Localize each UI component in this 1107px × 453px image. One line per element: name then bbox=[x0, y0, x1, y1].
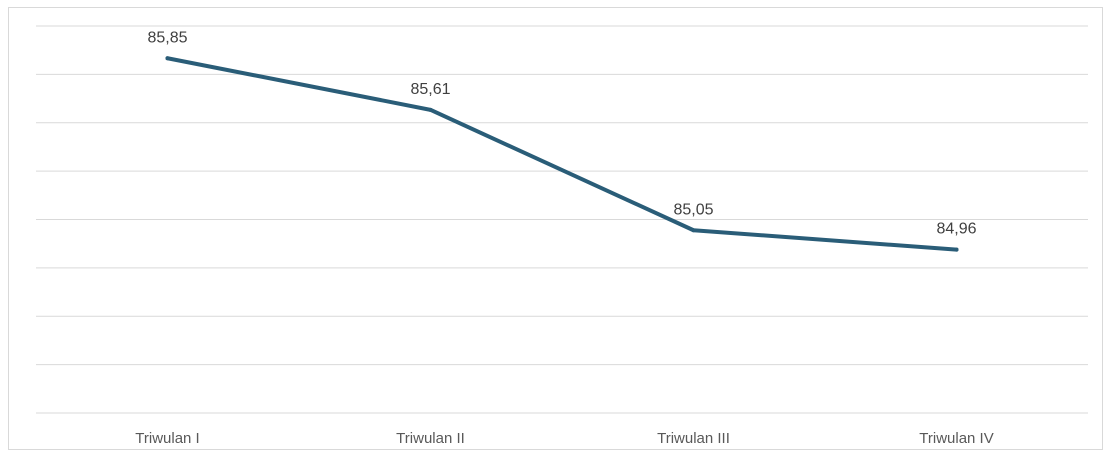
data-point bbox=[691, 228, 696, 233]
data-labels: 85,85 85,61 85,05 84,96 bbox=[147, 29, 976, 237]
series-group bbox=[165, 56, 959, 252]
data-point bbox=[428, 107, 433, 112]
x-tick-label: Triwulan III bbox=[657, 430, 730, 447]
x-tick-label: Triwulan II bbox=[396, 430, 465, 447]
data-label: 85,61 bbox=[410, 81, 450, 98]
data-label: 84,96 bbox=[936, 221, 976, 238]
gridlines bbox=[36, 25, 1088, 414]
chart-frame bbox=[8, 7, 1103, 450]
data-label: 85,85 bbox=[147, 29, 187, 46]
x-tick-label: Triwulan IV bbox=[919, 430, 993, 447]
x-axis-ticks: Triwulan I Triwulan II Triwulan III Triwula… bbox=[135, 430, 993, 447]
data-point bbox=[165, 56, 170, 61]
series-line bbox=[165, 56, 959, 252]
x-tick-label: Triwulan I bbox=[135, 430, 199, 447]
data-point bbox=[954, 247, 959, 252]
data-label: 85,05 bbox=[673, 201, 713, 218]
